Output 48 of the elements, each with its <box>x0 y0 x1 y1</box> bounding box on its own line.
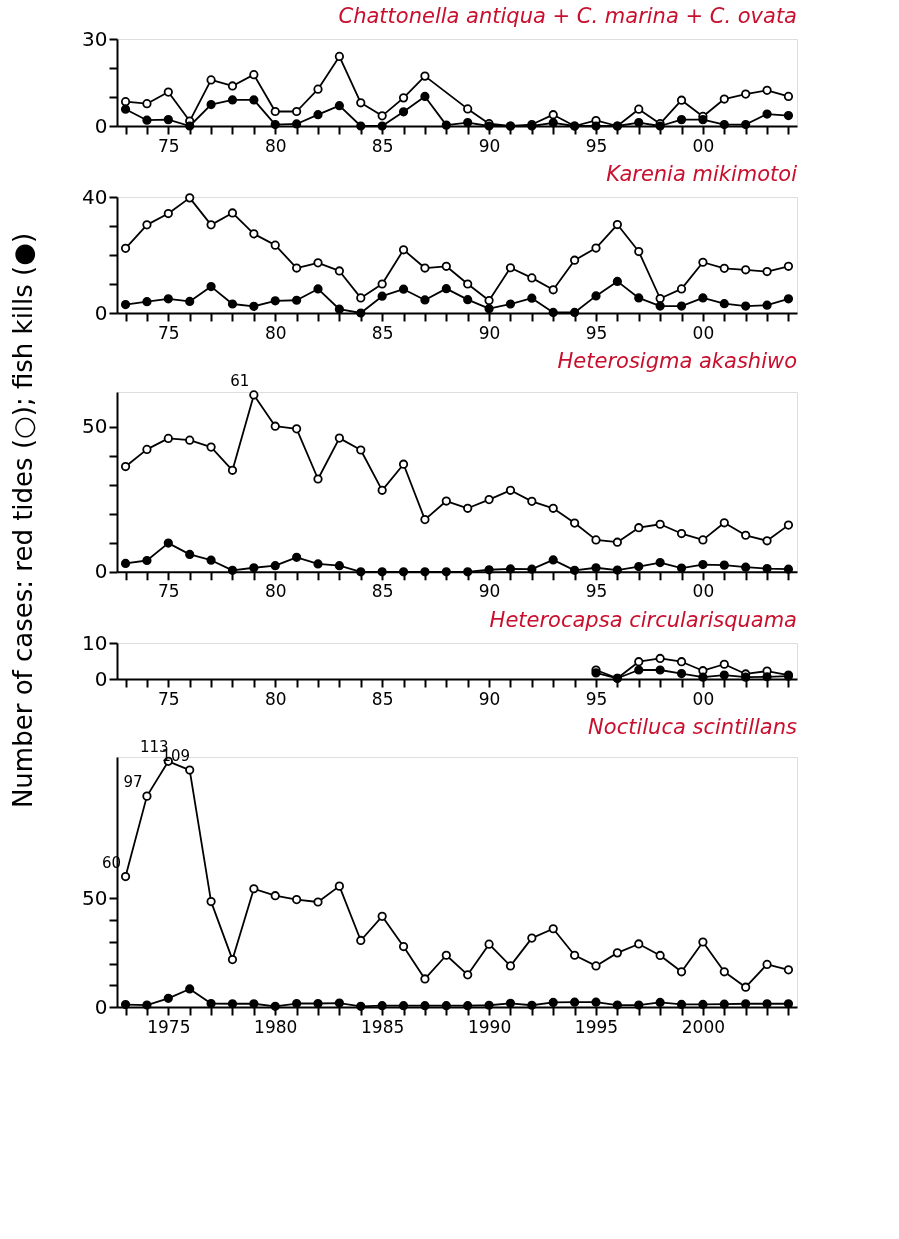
chart-title: Heterosigma akashiwo <box>557 348 797 373</box>
x-tick-label: 80 <box>264 581 287 602</box>
x-tick-label: 1980 <box>254 1016 298 1037</box>
chart-title: Chattonella antiqua + C. marina + C. ovata <box>338 4 797 28</box>
x-tick-label: 95 <box>585 581 608 602</box>
y-tick-label: 10 <box>82 630 108 655</box>
x-tick-label: 00 <box>692 688 715 709</box>
x-tick-label: 90 <box>478 581 501 602</box>
y-tick-label: 50 <box>82 885 108 910</box>
x-tick-label: 00 <box>692 581 715 602</box>
x-tick-label: 75 <box>158 322 180 343</box>
y-axis-title: Number of cases: red tides (○); fish kills (●) <box>7 232 38 809</box>
x-tick-label: 1995 <box>574 1016 619 1037</box>
x-tick-label: 85 <box>371 135 394 156</box>
x-tick-label: 75 <box>158 581 180 602</box>
y-tick-label: 30 <box>82 26 108 51</box>
chart-title: Heterocapsa circularisquama <box>489 608 797 632</box>
y-tick-label: 0 <box>94 300 108 325</box>
x-tick-label: 80 <box>264 688 287 709</box>
data-label: 61 <box>230 371 250 390</box>
y-tick-label: 40 <box>82 184 108 209</box>
x-tick-label: 00 <box>692 322 715 343</box>
chart-title: Karenia mikimotoi <box>606 162 798 186</box>
x-tick-label: 85 <box>371 322 394 343</box>
chart-title: Noctiluca scintillans <box>588 715 798 740</box>
x-tick-label: 80 <box>264 322 287 343</box>
x-tick-label: 85 <box>371 688 394 709</box>
y-tick-label: 0 <box>94 666 108 691</box>
y-tick-label: 0 <box>94 559 108 584</box>
x-tick-label: 1975 <box>147 1016 191 1037</box>
x-tick-label: 85 <box>371 581 394 602</box>
x-tick-label: 90 <box>478 322 501 343</box>
x-tick-label: 80 <box>264 135 287 156</box>
x-tick-label: 90 <box>478 135 501 156</box>
y-tick-label: 50 <box>82 414 108 439</box>
data-label: 97 <box>123 773 143 792</box>
x-tick-label: 00 <box>692 135 715 156</box>
x-tick-label: 90 <box>478 688 501 709</box>
x-tick-label: 1985 <box>361 1016 405 1037</box>
x-tick-label: 95 <box>585 135 608 156</box>
x-tick-label: 95 <box>585 322 608 343</box>
x-tick-label: 95 <box>585 688 608 709</box>
y-tick-label: 0 <box>94 113 108 138</box>
x-tick-label: 2000 <box>681 1016 726 1037</box>
x-tick-label: 1990 <box>467 1016 512 1037</box>
x-tick-label: 75 <box>158 688 180 709</box>
x-tick-label: 75 <box>158 135 180 156</box>
y-tick-label: 0 <box>94 994 108 1019</box>
